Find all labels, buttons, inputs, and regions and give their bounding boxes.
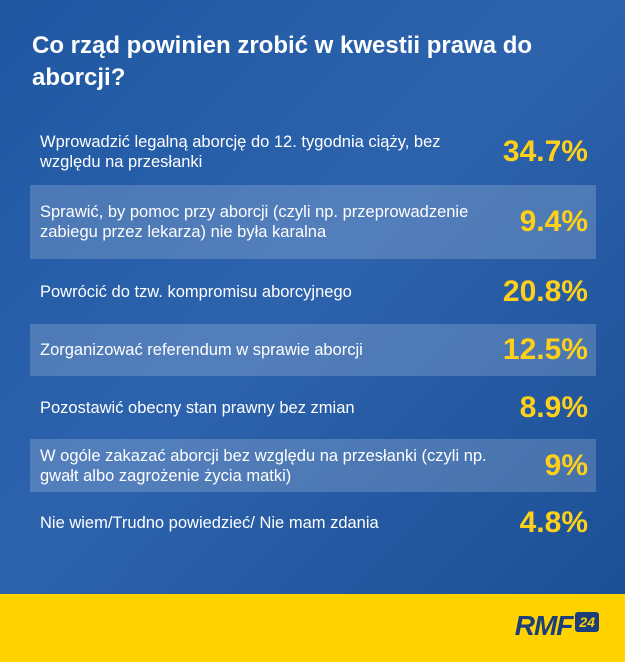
result-label: Sprawić, by pomoc przy aborcji (czyli np… — [40, 203, 469, 241]
result-row: Sprawić, by pomoc przy aborcji (czyli np… — [30, 185, 596, 259]
footer-bar: RMF 24 — [0, 594, 625, 662]
result-label: Zorganizować referendum w sprawie aborcj… — [40, 341, 363, 359]
result-label: Pozostawić obecny stan prawny bez zmian — [40, 399, 355, 417]
result-label: Nie wiem/Trudno powiedzieć/ Nie mam zdan… — [40, 514, 379, 532]
result-label: W ogóle zakazać aborcji bez względu na p… — [40, 446, 487, 485]
result-value: 9% — [544, 448, 588, 482]
rmf24-logo: RMF 24 — [515, 610, 599, 642]
chart-title: Co rząd powinien zrobić w kwestii prawa … — [32, 32, 533, 91]
logo-text: RMF — [514, 610, 574, 641]
result-label: Wprowadzić legalną aborcję do 12. tygodn… — [40, 133, 441, 171]
result-value: 4.8% — [519, 506, 588, 539]
result-row: Nie wiem/Trudno powiedzieć/ Nie mam zdan… — [30, 501, 596, 545]
result-row: W ogóle zakazać aborcji bez względu na p… — [30, 439, 596, 492]
result-value: 12.5% — [502, 333, 588, 366]
result-label: Powrócić do tzw. kompromisu aborcyjnego — [40, 283, 352, 301]
logo-badge: 24 — [575, 612, 599, 632]
result-value: 9.4% — [519, 205, 588, 238]
result-row: Pozostawić obecny stan prawny bez zmian 8… — [30, 386, 596, 430]
result-value: 8.9% — [519, 391, 588, 424]
result-value: 20.8% — [502, 275, 588, 308]
result-row: Wprowadzić legalną aborcję do 12. tygodn… — [30, 128, 596, 176]
result-row: Powrócić do tzw. kompromisu aborcyjnego 2… — [30, 270, 596, 314]
result-row: Zorganizować referendum w sprawie aborcj… — [30, 324, 596, 376]
result-value: 34.7% — [502, 135, 588, 168]
